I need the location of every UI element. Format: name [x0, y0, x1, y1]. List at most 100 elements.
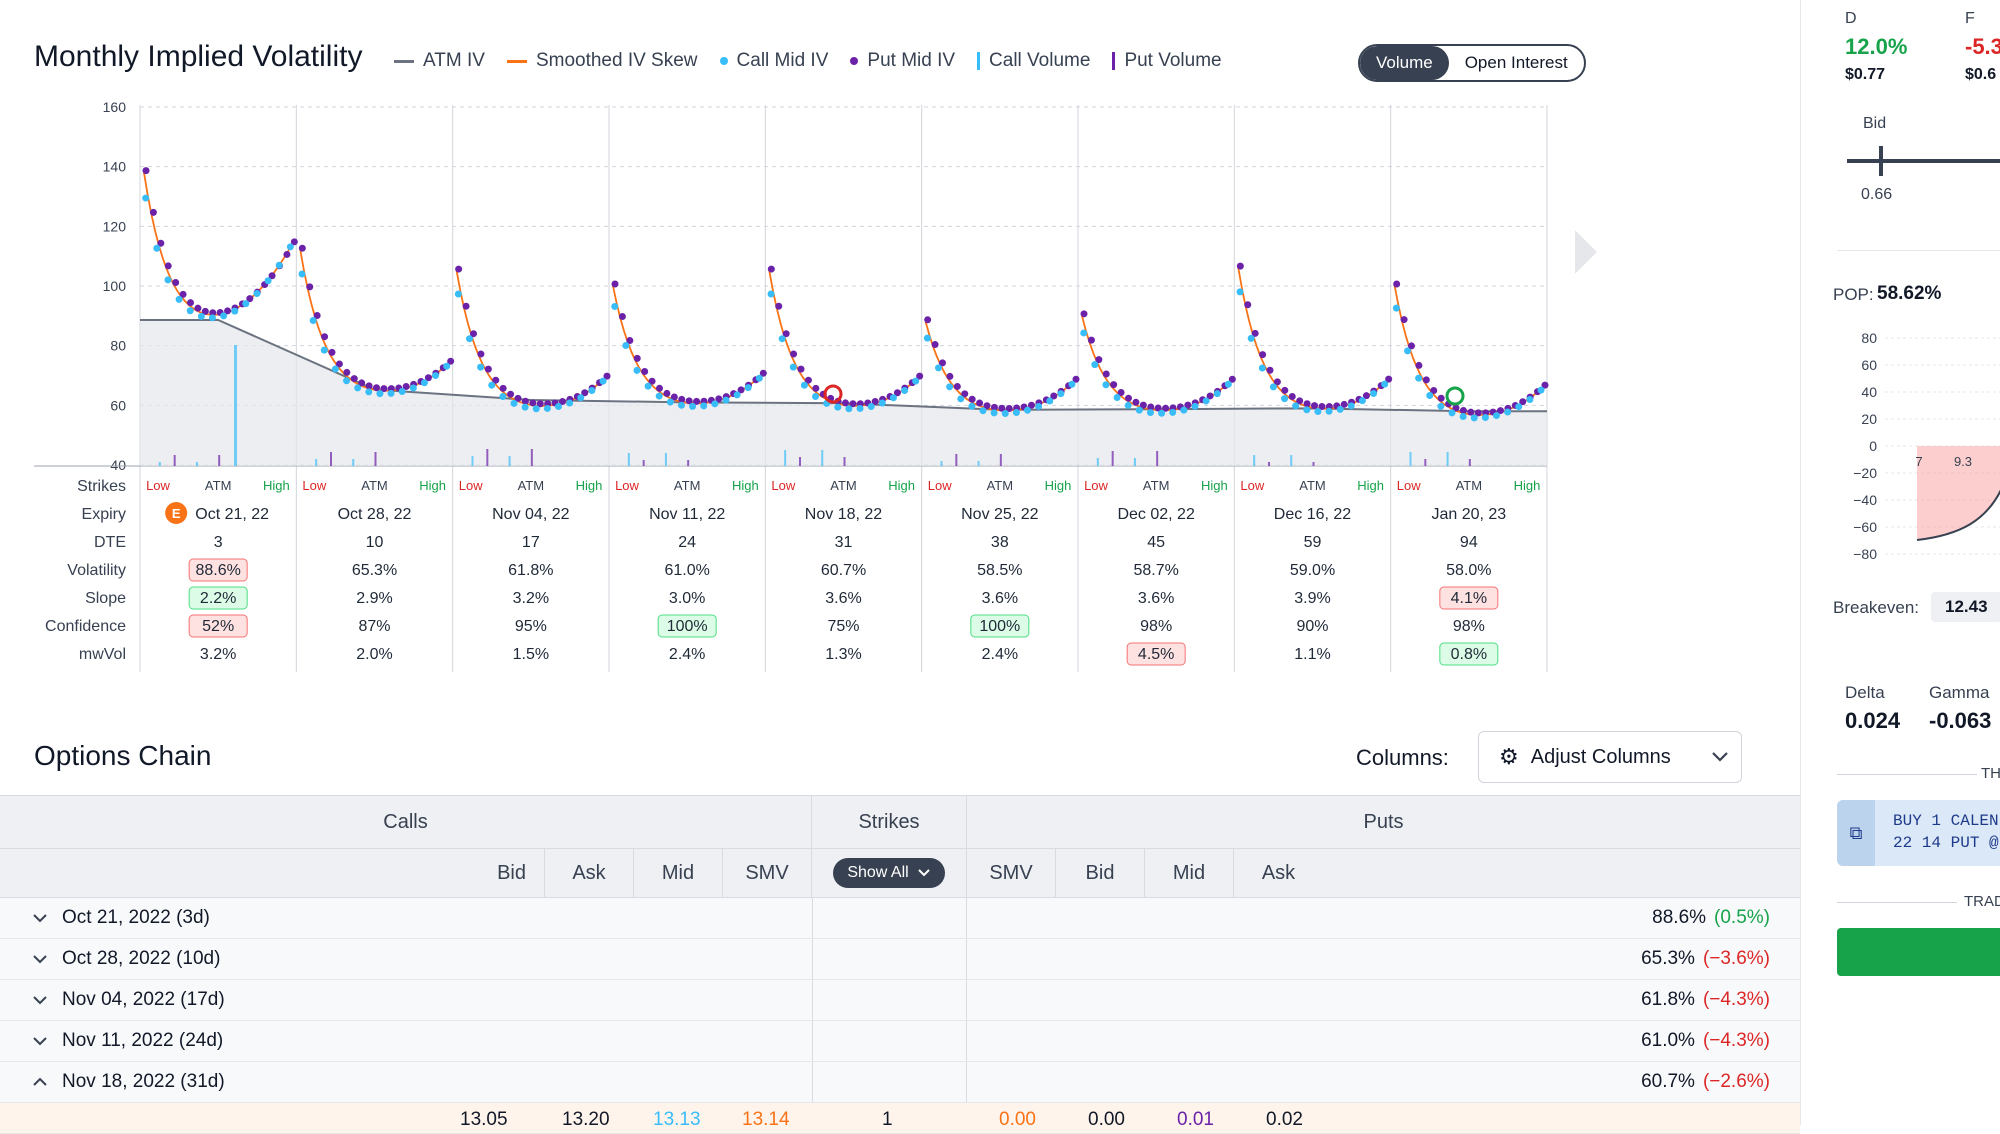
- expiry-toggle[interactable]: Nov 11, 2022 (24d): [32, 1021, 223, 1061]
- put-iv-dot: [201, 307, 209, 315]
- expiry-toggle[interactable]: Oct 28, 2022 (10d): [32, 939, 220, 979]
- call-iv-dot: [1180, 406, 1188, 414]
- expiry-row[interactable]: Nov 11, 2022 (24d) 61.0% (−4.3%): [0, 1021, 1800, 1062]
- expiry-toggle[interactable]: Nov 18, 2022 (31d): [32, 1062, 225, 1102]
- copy-icon[interactable]: ⧉: [1837, 800, 1875, 866]
- call-iv-dot: [220, 312, 228, 320]
- volume-bar: [843, 457, 846, 466]
- put-ask-header[interactable]: Ask: [1261, 861, 1296, 884]
- option-row[interactable]: 13.05 13.20 13.13 13.14 1 0.00 0.00 0.01…: [0, 1103, 1800, 1134]
- put-iv-dot: [1437, 394, 1445, 402]
- put-iv-dot: [268, 272, 276, 280]
- volume-bar: [1409, 452, 1412, 466]
- main-panel: Monthly Implied Volatility ATM IV Smoothe…: [0, 40, 1800, 1134]
- y-tick-label: 40: [110, 457, 126, 473]
- metric-value: 98%: [1453, 618, 1485, 635]
- legend-item[interactable]: Put Volume: [1112, 50, 1222, 72]
- legend-item[interactable]: Call Volume: [977, 50, 1090, 72]
- legend-item[interactable]: Put Mid IV: [850, 50, 955, 72]
- legend-label: ATM IV: [423, 50, 485, 71]
- put-iv-dot: [447, 357, 455, 365]
- adjust-columns-dropdown[interactable]: ⚙ Adjust Columns: [1478, 731, 1742, 783]
- expiry-toggle[interactable]: Oct 21, 2022 (3d): [32, 898, 210, 938]
- expiry-toggle[interactable]: Nov 04, 2022 (17d): [32, 980, 225, 1020]
- metric-value: 45: [1147, 534, 1165, 551]
- call-mid-header[interactable]: Mid: [634, 849, 723, 897]
- call-iv-dot: [946, 383, 954, 391]
- call-ask: 13.20: [562, 1109, 610, 1130]
- put-iv-dot: [559, 398, 566, 406]
- call-iv-dot: [1191, 402, 1199, 410]
- call-iv-dot: [1404, 347, 1411, 355]
- legend-item[interactable]: Smoothed IV Skew: [506, 50, 698, 72]
- call-iv-dot: [1437, 402, 1445, 410]
- puts-header: Puts: [1363, 810, 1404, 833]
- volume-bar: [799, 457, 801, 466]
- call-iv-dot: [197, 312, 205, 320]
- legend-item[interactable]: Call Mid IV: [719, 50, 828, 72]
- expiry-iv: 65.3% (−3.6%): [1540, 939, 1770, 979]
- volume-toggle-button[interactable]: Volume: [1360, 46, 1449, 80]
- order-line-1: BUY 1 CALEN: [1893, 812, 1999, 830]
- put-iv-dot: [1139, 401, 1147, 409]
- volume-bar: [218, 455, 221, 466]
- call-iv-dot: [309, 316, 317, 324]
- columns-label: Columns:: [1356, 745, 1449, 770]
- table-group-header: Calls Strikes Puts: [0, 795, 1800, 848]
- legend-label: Put Volume: [1124, 50, 1222, 71]
- call-iv-dot: [275, 261, 283, 269]
- call-iv-dot: [387, 389, 395, 397]
- trade-button[interactable]: [1837, 928, 2000, 976]
- order-summary[interactable]: ⧉ BUY 1 CALEN 22 14 PUT @: [1837, 800, 2000, 866]
- expiry-row[interactable]: Nov 18, 2022 (31d) 60.7% (−2.6%): [0, 1062, 1800, 1103]
- bid-slider-handle[interactable]: [1879, 146, 1883, 176]
- strike-range-label: High: [888, 478, 915, 493]
- put-iv-dot: [678, 395, 686, 403]
- chevron-up-icon: [33, 1077, 47, 1086]
- put-iv-dot: [1251, 329, 1259, 337]
- expiry-row[interactable]: Oct 21, 2022 (3d) 88.6% (0.5%): [0, 898, 1800, 939]
- volume-bar: [1446, 452, 1449, 466]
- call-iv-dot: [778, 335, 786, 343]
- volume-bar: [195, 462, 198, 466]
- put-iv-dot: [1236, 262, 1244, 270]
- put-iv-dot: [618, 312, 626, 320]
- volume-bar: [330, 452, 332, 466]
- call-iv-dot: [1001, 409, 1009, 417]
- put-iv-dot: [1385, 375, 1393, 383]
- iv-value: 61.0%: [1641, 1030, 1695, 1051]
- skew-curve: [455, 270, 606, 407]
- y-tick-label: 120: [103, 218, 127, 234]
- pnl-y-tick: −60: [1853, 519, 1877, 535]
- put-smv-header[interactable]: SMV: [967, 849, 1056, 897]
- call-iv-dot: [376, 390, 384, 398]
- put-iv-dot: [290, 238, 298, 246]
- put-iv-dot: [581, 389, 589, 397]
- pop-label: POP:: [1833, 285, 1874, 304]
- legend-item[interactable]: ATM IV: [394, 50, 485, 72]
- metric-badge: [188, 558, 248, 582]
- put-bid-header[interactable]: Bid: [1056, 849, 1145, 897]
- metric-value: 98%: [1140, 618, 1172, 635]
- row-divider: [812, 939, 967, 979]
- bid-slider[interactable]: [1847, 159, 2000, 163]
- metric-value: 31: [835, 534, 853, 551]
- show-all-button[interactable]: Show All: [833, 858, 945, 888]
- call-iv-dot: [164, 276, 172, 284]
- open-interest-toggle-button[interactable]: Open Interest: [1464, 53, 1568, 72]
- volume-bar: [784, 450, 787, 466]
- volume-oi-toggle[interactable]: Volume Open Interest: [1358, 44, 1586, 82]
- expiry-row[interactable]: Nov 04, 2022 (17d) 61.8% (−4.3%): [0, 980, 1800, 1021]
- put-iv-dot: [1228, 375, 1236, 383]
- put-mid-header[interactable]: Mid: [1145, 849, 1234, 897]
- call-bid-header[interactable]: Bid: [0, 849, 545, 897]
- call-iv-dot: [1481, 414, 1489, 422]
- call-ask-header[interactable]: Ask: [545, 849, 634, 897]
- call-iv-dot: [264, 277, 272, 285]
- call-iv-dot: [901, 387, 909, 395]
- put-iv-dot: [462, 302, 470, 310]
- volume-bar: [1290, 455, 1293, 466]
- expiry-row[interactable]: Oct 28, 2022 (10d) 65.3% (−3.6%): [0, 939, 1800, 980]
- call-smv-header[interactable]: SMV: [723, 849, 812, 897]
- volume-bar: [173, 455, 176, 466]
